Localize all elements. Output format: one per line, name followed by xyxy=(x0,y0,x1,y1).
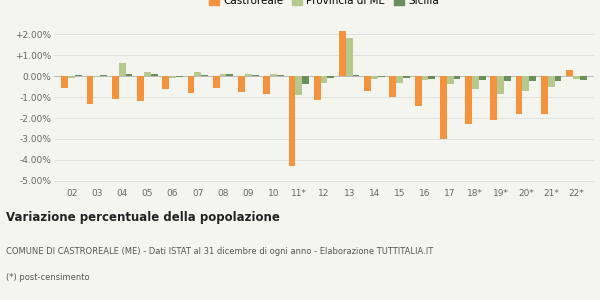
Bar xyxy=(320,76,328,83)
Bar xyxy=(396,76,403,83)
Bar xyxy=(75,75,82,76)
Bar xyxy=(415,76,422,106)
Bar xyxy=(270,74,277,76)
Bar xyxy=(125,74,133,76)
Bar xyxy=(422,76,428,80)
Bar xyxy=(529,76,536,82)
Bar xyxy=(163,76,169,89)
Bar xyxy=(428,76,435,80)
Text: (*) post-censimento: (*) post-censimento xyxy=(6,274,89,283)
Bar xyxy=(169,76,176,78)
Bar xyxy=(504,76,511,82)
Bar xyxy=(176,76,183,77)
Bar xyxy=(472,76,479,89)
Bar xyxy=(295,76,302,95)
Bar xyxy=(454,76,460,80)
Bar xyxy=(548,76,554,87)
Bar xyxy=(353,75,359,76)
Bar xyxy=(403,76,410,78)
Bar xyxy=(188,76,194,93)
Bar xyxy=(263,76,270,94)
Bar xyxy=(100,75,107,76)
Bar xyxy=(371,76,378,80)
Bar xyxy=(220,74,226,76)
Bar xyxy=(346,38,353,76)
Bar xyxy=(61,76,68,88)
Bar xyxy=(112,76,119,99)
Bar xyxy=(144,72,151,76)
Bar xyxy=(137,76,144,101)
Bar xyxy=(94,76,100,77)
Bar xyxy=(580,76,587,80)
Bar xyxy=(378,76,385,77)
Bar xyxy=(86,76,94,104)
Bar xyxy=(364,76,371,91)
Bar xyxy=(302,76,309,84)
Bar xyxy=(339,31,346,76)
Bar xyxy=(213,76,220,88)
Bar xyxy=(314,76,320,100)
Bar xyxy=(523,76,529,91)
Bar xyxy=(151,74,158,76)
Bar xyxy=(226,74,233,76)
Bar xyxy=(447,76,454,84)
Bar xyxy=(515,76,523,114)
Bar xyxy=(245,74,252,76)
Bar xyxy=(440,76,447,139)
Bar xyxy=(554,76,562,82)
Bar xyxy=(490,76,497,120)
Bar xyxy=(119,63,125,76)
Bar xyxy=(541,76,548,114)
Bar xyxy=(277,75,284,76)
Bar xyxy=(566,70,573,76)
Bar xyxy=(238,76,245,92)
Bar xyxy=(573,76,580,80)
Bar xyxy=(68,76,75,78)
Bar xyxy=(194,72,201,76)
Text: COMUNE DI CASTROREALE (ME) - Dati ISTAT al 31 dicembre di ogni anno - Elaborazio: COMUNE DI CASTROREALE (ME) - Dati ISTAT … xyxy=(6,247,433,256)
Text: Variazione percentuale della popolazione: Variazione percentuale della popolazione xyxy=(6,211,280,224)
Bar xyxy=(328,76,334,78)
Legend: Castroreale, Provincia di ME, Sicilia: Castroreale, Provincia di ME, Sicilia xyxy=(207,0,441,8)
Bar xyxy=(252,75,259,76)
Bar xyxy=(389,76,396,97)
Bar xyxy=(201,75,208,76)
Bar xyxy=(497,76,504,94)
Bar xyxy=(479,76,485,80)
Bar xyxy=(289,76,295,166)
Bar xyxy=(465,76,472,124)
